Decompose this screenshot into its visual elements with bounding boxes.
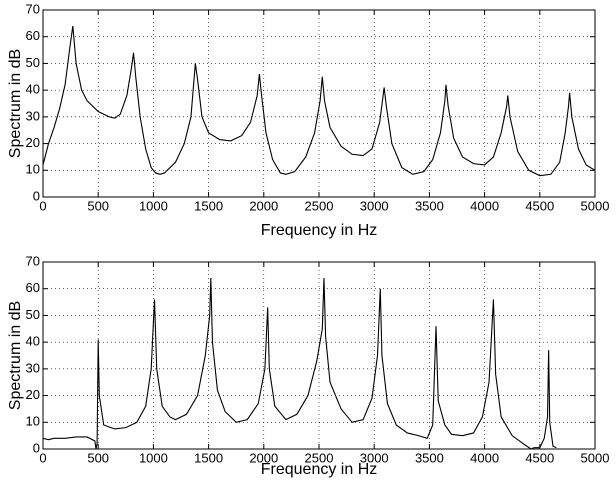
y-tick-label: 20 [26,135,40,150]
axes-frame [42,9,596,198]
axes-frame [42,261,596,450]
plot-area [43,262,595,449]
x-tick-label: 1500 [194,450,223,465]
x-tick-label: 3000 [360,450,389,465]
spectrum-line [42,278,557,450]
x-axis-label: Frequency in Hz [261,461,378,478]
x-tick-label: 2000 [249,198,278,213]
x-tick-label: 1000 [139,450,168,465]
x-tick-label: 4000 [470,198,499,213]
x-tick-label: 1500 [194,198,223,213]
y-tick-label: 30 [26,360,40,375]
y-tick-label: 30 [26,108,40,123]
y-tick-label: 0 [33,440,40,455]
x-tick-label: 1000 [139,198,168,213]
y-axis-label: Spectrum in dB [7,49,24,158]
x-tick-label: 500 [87,198,109,213]
y-axis-label: Spectrum in dB [7,301,24,410]
y-tick-label: 70 [26,1,40,16]
x-tick-label: 4500 [525,198,554,213]
x-tick-label: 5000 [581,450,610,465]
x-tick-label: 2500 [305,450,334,465]
y-tick-label: 0 [33,188,40,203]
x-tick-label: 4000 [470,450,499,465]
spectrum-line [42,25,596,177]
x-tick-label: 4500 [525,450,554,465]
x-tick-label: 3500 [415,450,444,465]
y-tick-label: 20 [26,387,40,402]
y-tick-label: 70 [26,253,40,268]
x-tick-label: 3500 [415,198,444,213]
y-tick-label: 10 [26,414,40,429]
y-tick-label: 50 [26,307,40,322]
x-tick-label: 2500 [305,198,334,213]
x-axis-label: Frequency in Hz [261,222,378,239]
plot-area [43,10,595,197]
x-tick-label: 0 [39,198,46,213]
x-tick-label: 500 [87,450,109,465]
y-tick-label: 40 [26,82,40,97]
y-tick-label: 60 [26,280,40,295]
x-tick-label: 3000 [360,198,389,213]
x-tick-label: 5000 [581,198,610,213]
y-tick-label: 50 [26,55,40,70]
y-tick-label: 10 [26,162,40,177]
x-tick-label: 0 [39,450,46,465]
y-tick-label: 60 [26,28,40,43]
x-tick-label: 2000 [249,450,278,465]
y-tick-label: 40 [26,334,40,349]
